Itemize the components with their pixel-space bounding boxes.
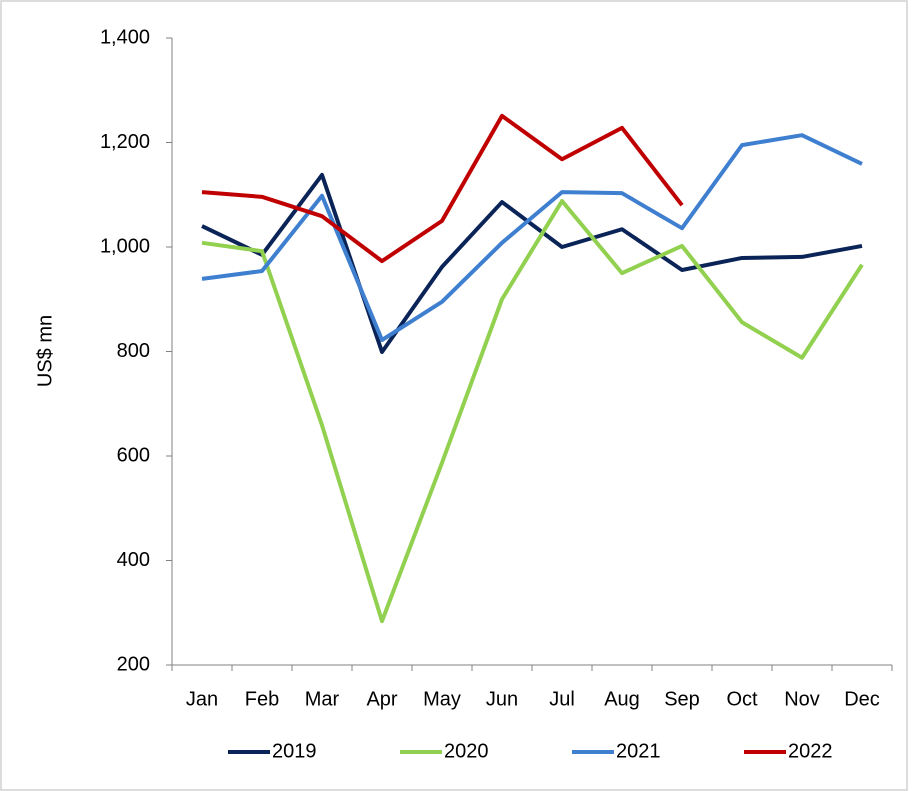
series-line [201,133,863,343]
x-tick-label: Jun [486,688,518,710]
x-tick-label: Oct [726,688,758,710]
x-tick-label: Jul [549,688,575,710]
x-tick-label: Dec [844,688,880,710]
y-tick-label: 600 [117,444,150,466]
series-line [201,172,863,355]
y-tick-label: 400 [117,549,150,571]
y-tick-label: 1,200 [100,131,150,153]
y-tick-label: 800 [117,340,150,362]
x-tick-label: Apr [366,688,397,710]
x-tick-label: May [423,688,461,710]
x-tick-label: Jan [186,688,218,710]
y-tick-label: 1,400 [100,26,150,48]
series-line [201,199,864,624]
x-tick-label: Nov [784,688,820,710]
series-line [201,113,684,264]
y-tick-label: 1,000 [100,235,150,257]
legend-label: 2019 [272,740,317,762]
legend-label: 2020 [444,740,489,762]
x-tick-label: Feb [245,688,279,710]
legend-label: 2022 [788,740,833,762]
y-axis-title: US$ mn [34,315,56,387]
x-tick-label: Aug [604,688,640,710]
y-tick-label: 200 [117,653,150,675]
x-tick-label: Mar [305,688,340,710]
x-tick-label: Sep [664,688,700,710]
legend-label: 2021 [616,740,661,762]
